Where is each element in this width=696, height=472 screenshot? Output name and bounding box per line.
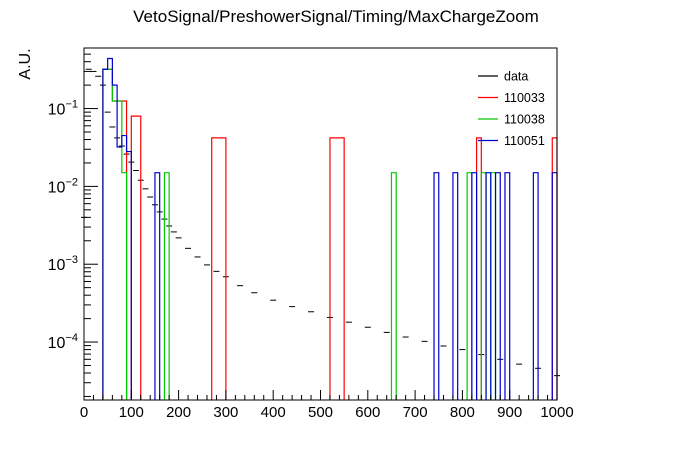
histogram-bar [532, 172, 539, 400]
legend-label-110038: 110038 [504, 113, 545, 127]
histogram-bar [485, 172, 492, 400]
histogram-bar [494, 172, 501, 400]
x-tick-label: 800 [450, 404, 475, 421]
histogram-bar [102, 57, 132, 400]
x-tick-label: 300 [213, 404, 238, 421]
x-tick-label: 1000 [540, 404, 573, 421]
histogram-bar [433, 172, 440, 400]
series-110051 [102, 57, 558, 400]
y-axis-label: A.U. [17, 48, 34, 79]
legend-label-110051: 110051 [504, 134, 545, 148]
legend-label-110033: 110033 [504, 91, 545, 105]
y-tick-label: 10−2 [48, 176, 78, 196]
x-tick-label: 600 [355, 404, 380, 421]
histogram-bar [211, 137, 227, 400]
x-tick-label: 400 [261, 404, 286, 421]
histogram-bar [154, 172, 161, 400]
histogram-bar [452, 172, 459, 400]
x-tick-label: 0 [80, 404, 88, 421]
y-tick-label: 10−3 [48, 254, 78, 274]
histogram-bar [504, 172, 511, 400]
x-tick-label: 500 [308, 404, 333, 421]
histogram-bar [471, 172, 478, 400]
legend: data 110033 110038 110051 [478, 70, 545, 148]
x-tick-label: 900 [497, 404, 522, 421]
x-tick-label: 200 [166, 404, 191, 421]
histogram-bar [329, 137, 345, 400]
chart-title: VetoSignal/PreshowerSignal/Timing/MaxCha… [133, 7, 539, 26]
x-tick-label: 700 [403, 404, 428, 421]
histogram-bar [163, 172, 170, 400]
axes-layer: 0 100 200 300 400 500 600 700 800 900 1000 10−1 10−2… [48, 47, 574, 421]
y-tick-label: 10−4 [48, 332, 78, 352]
x-tick-label: 100 [119, 404, 144, 421]
legend-label-data: data [504, 70, 528, 84]
y-tick-label: 10−1 [48, 99, 78, 119]
series-layer [81, 57, 560, 400]
histogram-bar [390, 172, 397, 400]
